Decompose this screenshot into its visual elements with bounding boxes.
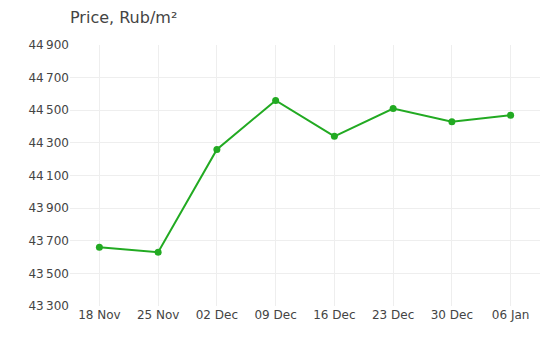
svg-text:02 Dec: 02 Dec (196, 308, 238, 322)
svg-text:18 Nov: 18 Nov (78, 308, 121, 322)
svg-text:06 Jan: 06 Jan (492, 308, 530, 322)
svg-text:44 700: 44 700 (28, 71, 69, 85)
svg-text:43 700: 43 700 (28, 234, 69, 248)
svg-text:44 900: 44 900 (28, 38, 69, 52)
svg-text:Price, Rub/m²: Price, Rub/m² (70, 8, 177, 27)
svg-text:44 100: 44 100 (28, 169, 69, 183)
svg-text:44 500: 44 500 (28, 103, 69, 117)
svg-text:44 300: 44 300 (28, 136, 69, 150)
svg-text:09 Dec: 09 Dec (254, 308, 296, 322)
svg-text:43 300: 43 300 (28, 299, 69, 313)
svg-text:43 500: 43 500 (28, 267, 69, 281)
svg-text:25 Nov: 25 Nov (137, 308, 180, 322)
svg-text:30 Dec: 30 Dec (431, 308, 473, 322)
svg-text:16 Dec: 16 Dec (313, 308, 355, 322)
svg-text:43 900: 43 900 (28, 201, 69, 215)
svg-text:23 Dec: 23 Dec (372, 308, 414, 322)
